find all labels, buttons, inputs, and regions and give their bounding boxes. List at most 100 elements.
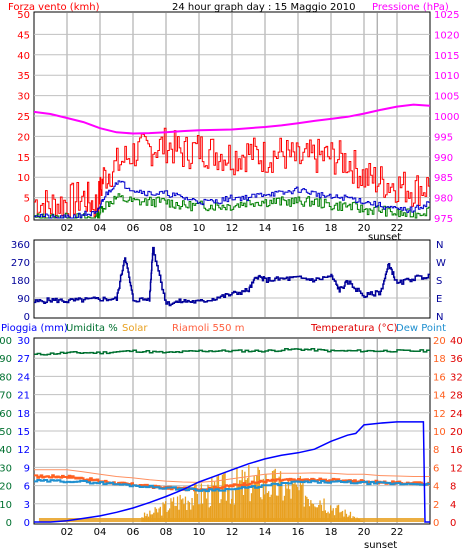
rain-tick-label: 21 bbox=[17, 391, 30, 402]
direction-tick-label: 180 bbox=[11, 276, 30, 287]
solar-bar bbox=[341, 510, 344, 522]
x-tick-label: 04 bbox=[94, 527, 107, 538]
x-tick-label: 10 bbox=[193, 527, 206, 538]
solar-bar bbox=[191, 498, 193, 522]
rain-tick-label: 18 bbox=[17, 409, 30, 420]
pressure-tick-label: 1005 bbox=[434, 92, 459, 103]
solar-bar bbox=[175, 505, 177, 522]
solar-bar bbox=[306, 496, 308, 522]
solar-bar bbox=[336, 505, 338, 522]
solar-bar bbox=[172, 497, 175, 522]
x-tick-label: 22 bbox=[391, 527, 404, 538]
solar-bar bbox=[307, 499, 309, 522]
solar-bar bbox=[287, 479, 290, 522]
solar-bar bbox=[290, 498, 292, 522]
rain-tick-label: 24 bbox=[17, 372, 30, 383]
x-tick-label: 04 bbox=[94, 223, 107, 234]
solar-bar bbox=[209, 506, 212, 522]
solar-bar bbox=[242, 495, 245, 522]
solar-bar bbox=[155, 508, 158, 522]
solar-bar bbox=[225, 500, 227, 522]
chart-title: 24 hour graph day : 15 Maggio 2010 bbox=[172, 2, 355, 13]
solar-bar bbox=[149, 510, 151, 522]
solar-bar bbox=[266, 492, 268, 522]
solar-bar bbox=[220, 499, 222, 522]
dew-tick-label: 6 bbox=[433, 463, 439, 474]
solar-bar bbox=[176, 496, 179, 522]
humidity-tick-label: 30 bbox=[0, 463, 12, 474]
rain-tick-label: 15 bbox=[17, 427, 30, 438]
solar-bar bbox=[252, 485, 254, 522]
solar-bar bbox=[318, 505, 320, 522]
x-tick-label: 20 bbox=[358, 223, 371, 234]
compass-tick-label: W bbox=[436, 258, 446, 269]
pressure-tick-label: 1010 bbox=[434, 71, 459, 82]
solar-bar bbox=[327, 511, 329, 522]
solar-bar bbox=[268, 491, 270, 522]
solar-bar bbox=[245, 480, 247, 522]
solar-bar bbox=[227, 488, 229, 522]
solar-bar bbox=[207, 484, 209, 522]
x-tick-label: 08 bbox=[160, 527, 173, 538]
solar-bar bbox=[312, 504, 315, 522]
rain-tick-label: 3 bbox=[24, 500, 30, 511]
solar-bar bbox=[184, 496, 187, 522]
temperature-axis-label: Temperatura (°C) bbox=[310, 323, 398, 334]
solar-bar bbox=[187, 500, 189, 522]
dew-tick-label: 2 bbox=[433, 500, 439, 511]
solar-bar bbox=[159, 506, 161, 522]
solar-bar bbox=[279, 471, 282, 522]
solar-bar bbox=[219, 503, 221, 522]
station-label: Riamoli 550 m bbox=[172, 323, 244, 334]
solar-bar bbox=[298, 490, 300, 522]
wind-tick-label: 10 bbox=[17, 173, 30, 184]
rain-tick-label: 0 bbox=[24, 518, 30, 529]
solar-bar bbox=[213, 481, 216, 522]
pressure-tick-label: 1025 bbox=[434, 10, 459, 21]
humidity-tick-label: 70 bbox=[0, 391, 12, 402]
direction-tick-label: 90 bbox=[17, 294, 30, 305]
x-tick-label: 06 bbox=[127, 223, 140, 234]
solar-bar bbox=[179, 494, 181, 522]
solar-bar bbox=[278, 476, 280, 522]
solar-bar bbox=[269, 497, 271, 522]
temperature-tick-label: 16 bbox=[450, 445, 463, 456]
solar-bar bbox=[250, 493, 253, 522]
compass-tick-label: N bbox=[436, 240, 443, 251]
temperature-max-line bbox=[34, 469, 430, 483]
solar-bar bbox=[171, 501, 173, 522]
x-tick-label: 12 bbox=[226, 527, 239, 538]
solar-bar bbox=[235, 489, 237, 522]
solar-bar bbox=[256, 475, 258, 522]
humidity-tick-label: 90 bbox=[0, 354, 12, 365]
temperature-tick-label: 4 bbox=[450, 500, 456, 511]
solar-bar bbox=[261, 499, 263, 522]
x-tick-label: 12 bbox=[226, 223, 239, 234]
wind-tick-label: 45 bbox=[17, 30, 30, 41]
solar-bar bbox=[236, 468, 238, 522]
solar-bar bbox=[330, 505, 332, 522]
solar-bar bbox=[332, 508, 334, 522]
x-tick-label: 16 bbox=[292, 223, 305, 234]
solar-bar bbox=[190, 509, 192, 522]
dew-point-axis-label: Dew Point bbox=[396, 323, 446, 334]
humidity-tick-label: 40 bbox=[0, 445, 12, 456]
pressure-axis-label: Pressione (hPa) bbox=[372, 2, 449, 13]
solar-bar bbox=[146, 513, 148, 522]
temperature-tick-label: 40 bbox=[450, 336, 463, 347]
rain-tick-label: 27 bbox=[17, 354, 30, 365]
pressure-tick-label: 995 bbox=[434, 132, 453, 143]
humidity-tick-label: 80 bbox=[0, 372, 12, 383]
pressure-line bbox=[33, 103, 431, 135]
solar-bar bbox=[257, 466, 259, 522]
solar-bar bbox=[238, 480, 241, 522]
x-tick-label: 22 bbox=[391, 223, 404, 234]
solar-bar bbox=[323, 498, 325, 522]
solar-bar bbox=[167, 510, 169, 522]
solar-bar bbox=[274, 468, 276, 522]
solar-bar bbox=[194, 484, 196, 522]
x-tick-label: 10 bbox=[193, 223, 206, 234]
humidity-line bbox=[34, 348, 430, 356]
pressure-tick-label: 980 bbox=[434, 194, 453, 205]
solar-bar bbox=[304, 495, 307, 522]
